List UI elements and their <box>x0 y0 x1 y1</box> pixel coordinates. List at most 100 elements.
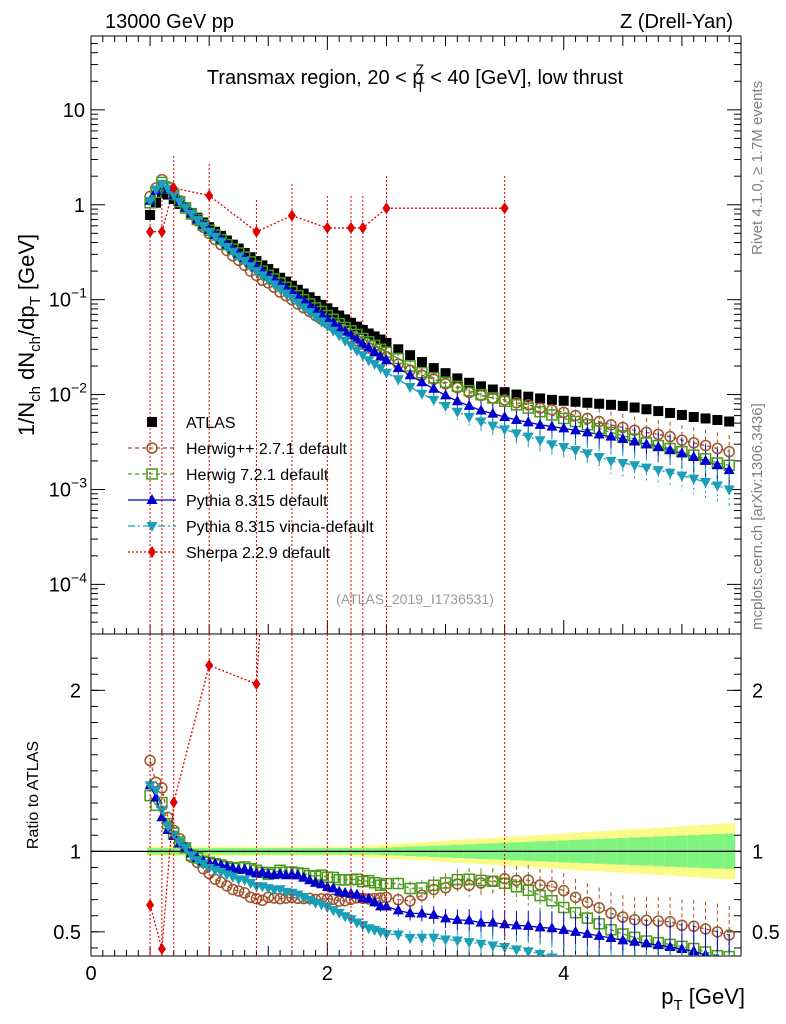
vincia-ratio-point <box>298 893 310 904</box>
herwig7-point <box>522 402 535 414</box>
vincia-ratio-point <box>304 895 316 906</box>
vincia-ratio-point <box>180 843 192 854</box>
energy-label: 13000 GeV pp <box>105 11 234 33</box>
atlas-point <box>464 377 475 388</box>
vincia-point <box>380 368 392 379</box>
herwig7-ratio-point <box>374 879 387 891</box>
herwig7-ratio-point <box>333 874 345 886</box>
vincia-ratio-point <box>510 945 522 956</box>
vincia-point <box>369 359 381 370</box>
vincia-ratio-point <box>392 930 404 941</box>
pythia-ratio-point <box>327 882 339 893</box>
vincia-ratio-point <box>499 943 511 954</box>
legend-entry: Sherpa 2.2.9 default <box>128 545 331 562</box>
legend-label: Sherpa 2.2.9 default <box>186 545 331 562</box>
herwigpp-point <box>676 434 688 447</box>
pythia-point <box>487 407 499 418</box>
atlas-point <box>145 209 156 220</box>
x-tick-label: 4 <box>558 963 569 985</box>
herwig7-ratio-point <box>510 881 523 893</box>
analysis-watermark: (ATLAS_2019_I1736531) <box>336 591 494 607</box>
pythia-ratio-point <box>664 940 676 951</box>
y-tick-label: 10−1 <box>49 285 87 312</box>
ratio-y-tick-label-right: 1 <box>752 841 763 863</box>
vincia-ratio-point <box>570 959 581 969</box>
vincia-point <box>475 417 487 428</box>
vincia-point <box>333 331 345 342</box>
vincia-ratio-point <box>582 961 593 971</box>
atlas-point <box>546 394 557 405</box>
vincia-ratio-point <box>327 906 339 917</box>
atlas-point <box>570 396 581 407</box>
pythia-ratio-point <box>239 863 251 874</box>
pythia-point <box>451 395 463 406</box>
sherpa-point <box>252 225 261 238</box>
vincia-point <box>298 303 310 314</box>
herwig7-ratio-point <box>475 874 487 887</box>
x-tick-label: 2 <box>322 963 333 985</box>
pythia-point <box>617 433 629 444</box>
vincia-ratio-point <box>676 971 687 981</box>
atlas-point <box>322 303 333 314</box>
pythia-ratio-point <box>605 932 617 943</box>
atlas-point <box>523 391 534 402</box>
legend-entry: Herwig++ 2.7.1 default <box>128 441 348 458</box>
vincia-point <box>144 196 156 207</box>
vincia-ratio-point <box>174 837 186 848</box>
pythia-point <box>357 338 369 349</box>
pythia-ratio-point <box>428 908 440 919</box>
x-tick-label: 0 <box>85 963 96 985</box>
vincia-ratio-point <box>653 970 664 980</box>
pythia-ratio-point <box>593 929 605 940</box>
vincia-ratio-point <box>665 971 676 981</box>
vincia-ratio-point <box>451 936 463 947</box>
pythia-ratio-point <box>522 919 534 930</box>
atlas-point <box>724 416 735 427</box>
y-tick-label: 10 <box>63 100 85 122</box>
vincia-point <box>321 321 333 332</box>
legend-label: ATLAS <box>186 415 236 432</box>
vincia-ratio-point <box>428 933 440 944</box>
sherpa-ratio-point <box>252 678 261 691</box>
pythia-point <box>380 354 392 365</box>
pythia-ratio-point <box>440 912 452 923</box>
atlas-point <box>416 357 427 368</box>
legend-marker <box>146 522 158 532</box>
vincia-point <box>245 262 257 273</box>
herwigpp-ratio-point <box>221 880 233 892</box>
ratio-y-tick-label: 0.5 <box>53 922 81 944</box>
sherpa-point <box>205 189 214 202</box>
main-data-marks <box>144 155 735 634</box>
pythia-point <box>499 411 511 422</box>
vincia-point <box>558 443 570 454</box>
rivet-version-label: Rivet 4.1.0, ≥ 1.7M events <box>749 81 766 255</box>
herwigpp-point <box>711 442 724 455</box>
atlas-point <box>428 363 439 374</box>
pythia-point <box>416 376 428 387</box>
pythia-point <box>404 369 416 380</box>
herwig7-ratio-point <box>427 879 440 891</box>
vincia-point <box>292 298 304 309</box>
atlas-point <box>351 321 362 332</box>
herwig7-point <box>510 399 523 411</box>
vincia-ratio-point <box>475 939 487 950</box>
herwig7-ratio-point <box>534 889 546 902</box>
y-tick-label: 10−2 <box>49 380 87 407</box>
vincia-ratio-point <box>688 972 699 982</box>
vincia-point <box>209 232 221 243</box>
sherpa-point <box>169 182 178 195</box>
plot-title: Transmax region, 20 < pZ T < 40 [GeV], lo… <box>207 61 624 95</box>
vincia-point <box>451 407 463 418</box>
legend-marker <box>147 417 157 427</box>
main-y-axis-label: 1/Nch dNch/dpT [GeV] <box>14 234 44 436</box>
vincia-point <box>711 481 723 492</box>
atlas-point <box>381 337 392 348</box>
atlas-point <box>499 387 510 398</box>
pythia-ratio-point <box>298 871 310 882</box>
pythia-ratio-point <box>451 913 463 924</box>
vincia-ratio-point <box>185 851 197 862</box>
pythia-point <box>558 422 570 433</box>
legend-marker <box>146 468 158 480</box>
atlas-point <box>535 393 546 404</box>
herwig7-point <box>439 376 452 388</box>
